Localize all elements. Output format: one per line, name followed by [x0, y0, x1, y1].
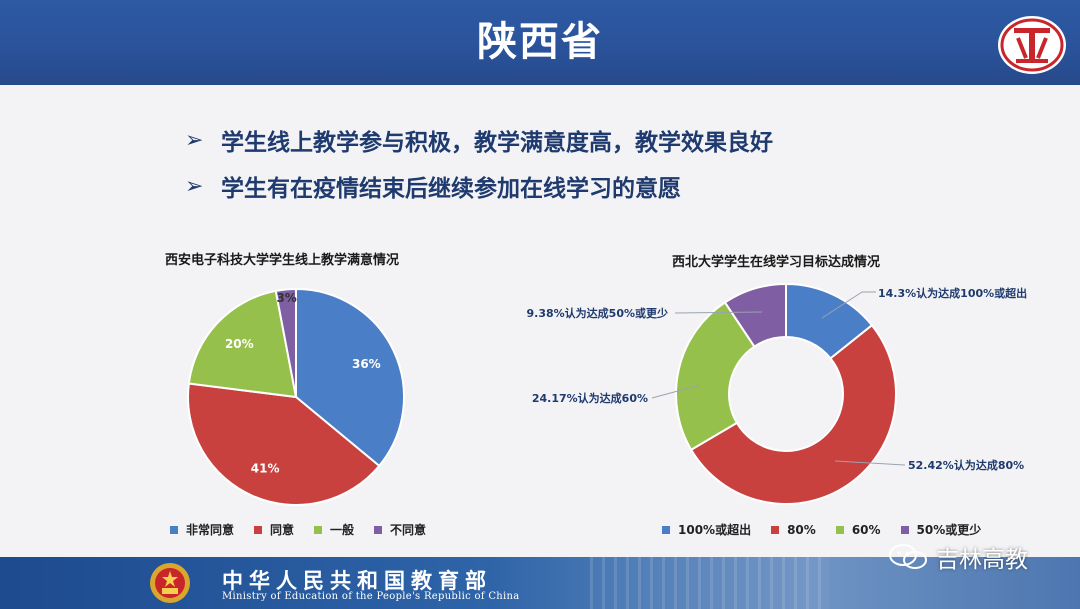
data-label: 20% — [225, 337, 254, 351]
chart2-title: 西北大学学生在线学习目标达成情况 — [672, 255, 881, 270]
legend-label: 80% — [787, 522, 816, 537]
chart2-legend: 100%或超出 80% 60% 50%或更少 — [662, 521, 1001, 538]
data-label: 52.42%认为达成80% — [908, 458, 1024, 472]
legend-label: 非常同意 — [186, 523, 235, 537]
building-graphic — [590, 557, 830, 609]
leader-line — [821, 291, 876, 319]
bullet-text: 学生线上教学参与积极，教学满意度高，教学效果良好 — [221, 130, 773, 156]
bullet-arrow-icon: ➢ — [185, 127, 204, 153]
data-label: 9.38%认为达成50%或更少 — [527, 306, 669, 320]
leader-line — [834, 460, 906, 466]
ministry-name-cn: 中华人民共和国教育部 — [222, 568, 492, 593]
data-label: 36% — [352, 357, 381, 371]
legend-label: 50%或更少 — [916, 523, 982, 537]
legend-item: 50%或更少 — [900, 521, 982, 538]
wechat-icon — [889, 544, 927, 569]
pie-slice — [274, 287, 297, 398]
slide-title: 陕西省 — [477, 19, 603, 65]
legend-swatch — [314, 525, 323, 534]
data-label: 3% — [276, 291, 296, 305]
legend-item: 80% — [771, 523, 816, 537]
footer-bar: 中华人民共和国教育部 Ministry of Education of the … — [0, 557, 1080, 609]
legend-label: 同意 — [270, 523, 295, 537]
legend-swatch — [835, 525, 844, 534]
ministry-name-en: Ministry of Education of the People's Re… — [222, 591, 520, 602]
donut-slice — [689, 323, 897, 505]
watermark-text: 吉林高教 — [936, 547, 1028, 573]
legend-item: 非常同意 — [170, 521, 234, 538]
watermark: 吉林高教 — [888, 540, 1028, 574]
national-emblem-icon — [150, 563, 190, 603]
bullet-text: 学生有在疫情结束后继续参加在线学习的意愿 — [221, 176, 681, 202]
legend-swatch — [254, 525, 263, 534]
pie-slice — [187, 289, 298, 399]
legend-item: 60% — [835, 522, 881, 537]
donut-slice — [723, 282, 787, 348]
leader-line — [651, 384, 701, 399]
data-label: 41% — [251, 461, 280, 475]
header-bar: 陕西省 — [0, 0, 1080, 85]
legend-swatch — [900, 525, 909, 534]
legend-item: 100%或超出 — [662, 521, 751, 538]
legend-label: 100%或超出 — [678, 523, 752, 537]
legend-item: 不同意 — [374, 521, 426, 538]
chart1-title: 西安电子科技大学学生线上教学满意情况 — [165, 253, 400, 268]
university-logo-icon — [998, 16, 1066, 74]
bullet-item: ➢ 学生线上教学参与积极，教学满意度高，教学效果良好 — [185, 118, 773, 162]
data-label: 24.17%认为达成60% — [532, 391, 648, 405]
legend-label: 不同意 — [390, 523, 427, 537]
leader-line — [674, 311, 763, 314]
chart1-legend: 非常同意 同意 一般 不同意 — [170, 521, 446, 538]
legend-item: 同意 — [254, 521, 294, 538]
pie-slice — [295, 287, 405, 468]
legend-item: 一般 — [314, 521, 354, 538]
legend-label: 一般 — [330, 523, 355, 537]
bullet-list: ➢ 学生线上教学参与积极，教学满意度高，教学效果良好 ➢ 学生有在疫情结束后继续… — [185, 118, 773, 210]
pie-slice — [187, 382, 381, 506]
bullet-item: ➢ 学生有在疫情结束后继续参加在线学习的意愿 — [185, 164, 773, 208]
legend-swatch — [374, 525, 383, 534]
legend-swatch — [771, 525, 780, 534]
legend-label: 60% — [851, 522, 881, 537]
data-label: 14.3%认为达成100%或超出 — [878, 286, 1027, 300]
donut-slice — [675, 301, 756, 452]
legend-swatch — [170, 525, 178, 534]
legend-swatch — [662, 525, 670, 534]
bullet-arrow-icon: ➢ — [185, 173, 204, 199]
